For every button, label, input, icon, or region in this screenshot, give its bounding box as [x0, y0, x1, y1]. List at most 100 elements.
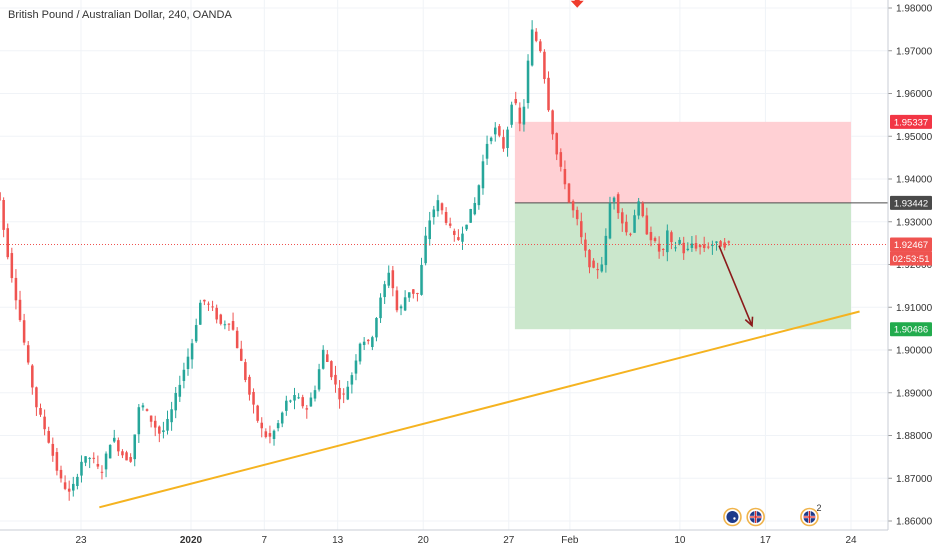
candle-body — [399, 306, 403, 309]
candle-body — [526, 60, 530, 104]
candle-body — [108, 444, 112, 459]
y-tick-label: 1.97000 — [896, 46, 932, 57]
x-tick-label: 7 — [262, 535, 268, 546]
target-price-badge-label: 1.90486 — [894, 325, 928, 336]
candle-body — [698, 245, 702, 248]
x-tick-label: 23 — [75, 535, 87, 546]
candle-body — [227, 323, 231, 325]
candle-body — [575, 209, 579, 220]
candle-body — [211, 306, 214, 308]
candle-body — [317, 369, 321, 390]
candle-body — [92, 457, 96, 459]
candle-body — [199, 302, 202, 325]
candle-body — [219, 314, 223, 324]
event-count-label: 2 — [816, 503, 821, 513]
projection-arrow-head — [744, 316, 754, 328]
candle-body — [547, 77, 550, 111]
candle-body — [342, 393, 345, 395]
candle-body — [76, 476, 79, 486]
candle-body — [395, 290, 399, 311]
candle-body — [0, 192, 1, 201]
candle-body — [481, 161, 485, 189]
candle-body — [510, 104, 513, 125]
candle-body — [207, 303, 210, 305]
candle-body — [174, 392, 177, 411]
candle-body — [604, 235, 608, 266]
trendline — [99, 310, 860, 509]
candle-body — [702, 244, 706, 249]
candle-body — [489, 137, 493, 142]
candle-body — [153, 420, 157, 428]
candle-body — [2, 200, 5, 230]
candle-body — [645, 215, 649, 235]
candle-body — [6, 228, 10, 258]
candlesticks — [0, 20, 731, 501]
candle-body — [166, 418, 169, 431]
candle-body — [26, 345, 30, 363]
candle-body — [203, 299, 206, 302]
candle-body — [657, 243, 661, 252]
candle-body — [354, 360, 358, 374]
candle-body — [72, 483, 75, 491]
projection-arrow-line — [718, 245, 753, 326]
y-tick-label: 1.87000 — [896, 474, 932, 485]
candle-body — [506, 129, 509, 149]
candle-body — [534, 31, 538, 41]
candle-body — [444, 211, 448, 223]
candle-body — [145, 409, 149, 411]
candle-body — [530, 29, 534, 66]
au-flag-field — [726, 511, 739, 523]
candle-body — [346, 386, 350, 400]
candle-body — [694, 243, 698, 249]
candle-body — [600, 264, 604, 272]
candle-body — [391, 270, 395, 289]
candle-body — [125, 452, 128, 461]
candle-body — [149, 415, 153, 422]
candle-body — [326, 354, 329, 362]
take-profit-zone — [514, 202, 851, 330]
candle-body — [178, 384, 182, 397]
candle-body — [276, 423, 280, 429]
candle-body — [403, 297, 407, 311]
candle-body — [334, 374, 337, 385]
candle-body — [379, 297, 382, 319]
candle-body — [498, 126, 501, 136]
y-tick-label: 1.95000 — [896, 132, 932, 143]
candle-body — [297, 397, 300, 399]
candle-body — [31, 365, 34, 388]
candle-body — [264, 431, 268, 437]
candle-body — [641, 203, 645, 217]
candle-body — [580, 221, 583, 238]
candle-body — [420, 265, 423, 295]
y-tick-label: 1.94000 — [896, 175, 932, 186]
candle-body — [502, 137, 505, 149]
candle-body — [453, 230, 456, 235]
stop-price-badge-label: 1.95337 — [894, 117, 928, 128]
candle-body — [678, 239, 681, 244]
candle-body — [440, 203, 444, 211]
position-zones — [514, 121, 888, 330]
candle-body — [22, 320, 26, 343]
candle-body — [35, 387, 38, 408]
candle-body — [522, 106, 526, 125]
candle-body — [309, 397, 313, 407]
candle-body — [215, 307, 218, 320]
stop-price-badge — [890, 114, 932, 129]
au-flag-star — [733, 517, 736, 520]
y-tick-label: 1.96000 — [896, 89, 932, 100]
candle-body — [59, 469, 63, 479]
x-tick-label: 2020 — [180, 535, 203, 546]
x-tick-label: 20 — [418, 535, 430, 546]
candle-body — [170, 409, 173, 423]
candle-body — [362, 341, 366, 346]
candle-body — [723, 242, 726, 248]
candle-body — [252, 391, 255, 405]
candle-body — [674, 247, 677, 249]
gb-flag-red-v — [808, 511, 811, 523]
y-tick-label: 1.89000 — [896, 388, 932, 399]
candle-body — [330, 361, 333, 378]
candle-body — [18, 299, 22, 321]
candle-body — [375, 318, 378, 338]
